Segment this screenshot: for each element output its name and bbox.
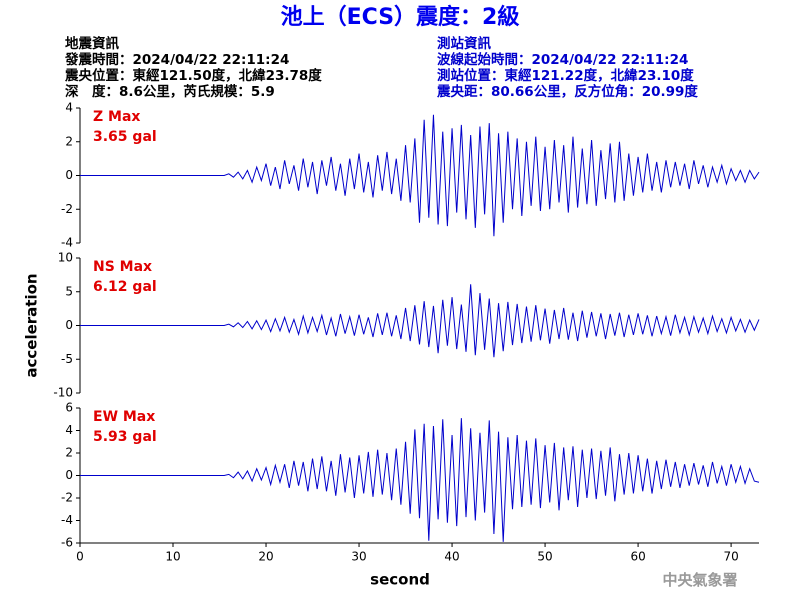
info-left: 震央位置：東經121.50度，北緯23.78度: [64, 67, 322, 84]
waveform: [80, 114, 760, 237]
waveform: [80, 418, 760, 542]
x-tick-label: 70: [723, 550, 738, 564]
y-tick-label: 10: [58, 251, 73, 265]
max-label: EW Max: [93, 409, 155, 425]
y-tick-label: 0: [65, 168, 73, 182]
y-tick-label: -2: [61, 202, 73, 216]
x-tick-label: 50: [537, 550, 552, 564]
x-axis-label: second: [370, 571, 430, 589]
max-value: 5.93 gal: [93, 429, 157, 445]
x-tick-label: 0: [76, 550, 84, 564]
title: 池上（ECS）震度：2級: [281, 4, 520, 30]
y-tick-label: -6: [61, 536, 73, 550]
max-value: 6.12 gal: [93, 279, 157, 295]
x-tick-label: 20: [258, 550, 273, 564]
y-tick-label: 4: [65, 101, 73, 115]
x-tick-label: 40: [444, 550, 459, 564]
max-label: Z Max: [93, 109, 140, 125]
y-tick-label: 0: [65, 468, 73, 482]
info-right: 測站位置：東經121.22度，北緯23.10度: [437, 67, 694, 84]
y-tick-label: -4: [61, 513, 73, 527]
x-tick-label: 60: [630, 550, 645, 564]
info-left: 地震資訊: [65, 35, 119, 52]
y-tick-label: 4: [65, 423, 73, 437]
y-tick-label: -2: [61, 491, 73, 505]
y-tick-label: 5: [65, 284, 73, 298]
waveform: [80, 284, 760, 358]
y-tick-label: 6: [65, 401, 73, 415]
info-right: 測站資訊: [437, 35, 491, 52]
info-right: 波線起始時間：2024/04/22 22:11:24: [437, 51, 688, 68]
y-axis-label: acceleration: [23, 273, 41, 377]
y-tick-label: -5: [61, 352, 73, 366]
y-tick-label: -4: [61, 236, 73, 250]
y-tick-label: 0: [65, 318, 73, 332]
y-tick-label: 2: [65, 134, 73, 148]
y-tick-label: 2: [65, 446, 73, 460]
max-label: NS Max: [93, 259, 152, 275]
info-left: 深 度：8.6公里，芮氏規模：5.9: [65, 83, 275, 100]
y-tick-label: -10: [53, 386, 73, 400]
info-right: 震央距：80.66公里，反方位角：20.99度: [436, 83, 698, 100]
x-tick-label: 30: [351, 550, 366, 564]
x-tick-label: 10: [165, 550, 180, 564]
footer: 中央氣象署: [662, 571, 737, 589]
max-value: 3.65 gal: [93, 129, 157, 145]
info-left: 發震時間：2024/04/22 22:11:24: [64, 51, 289, 68]
